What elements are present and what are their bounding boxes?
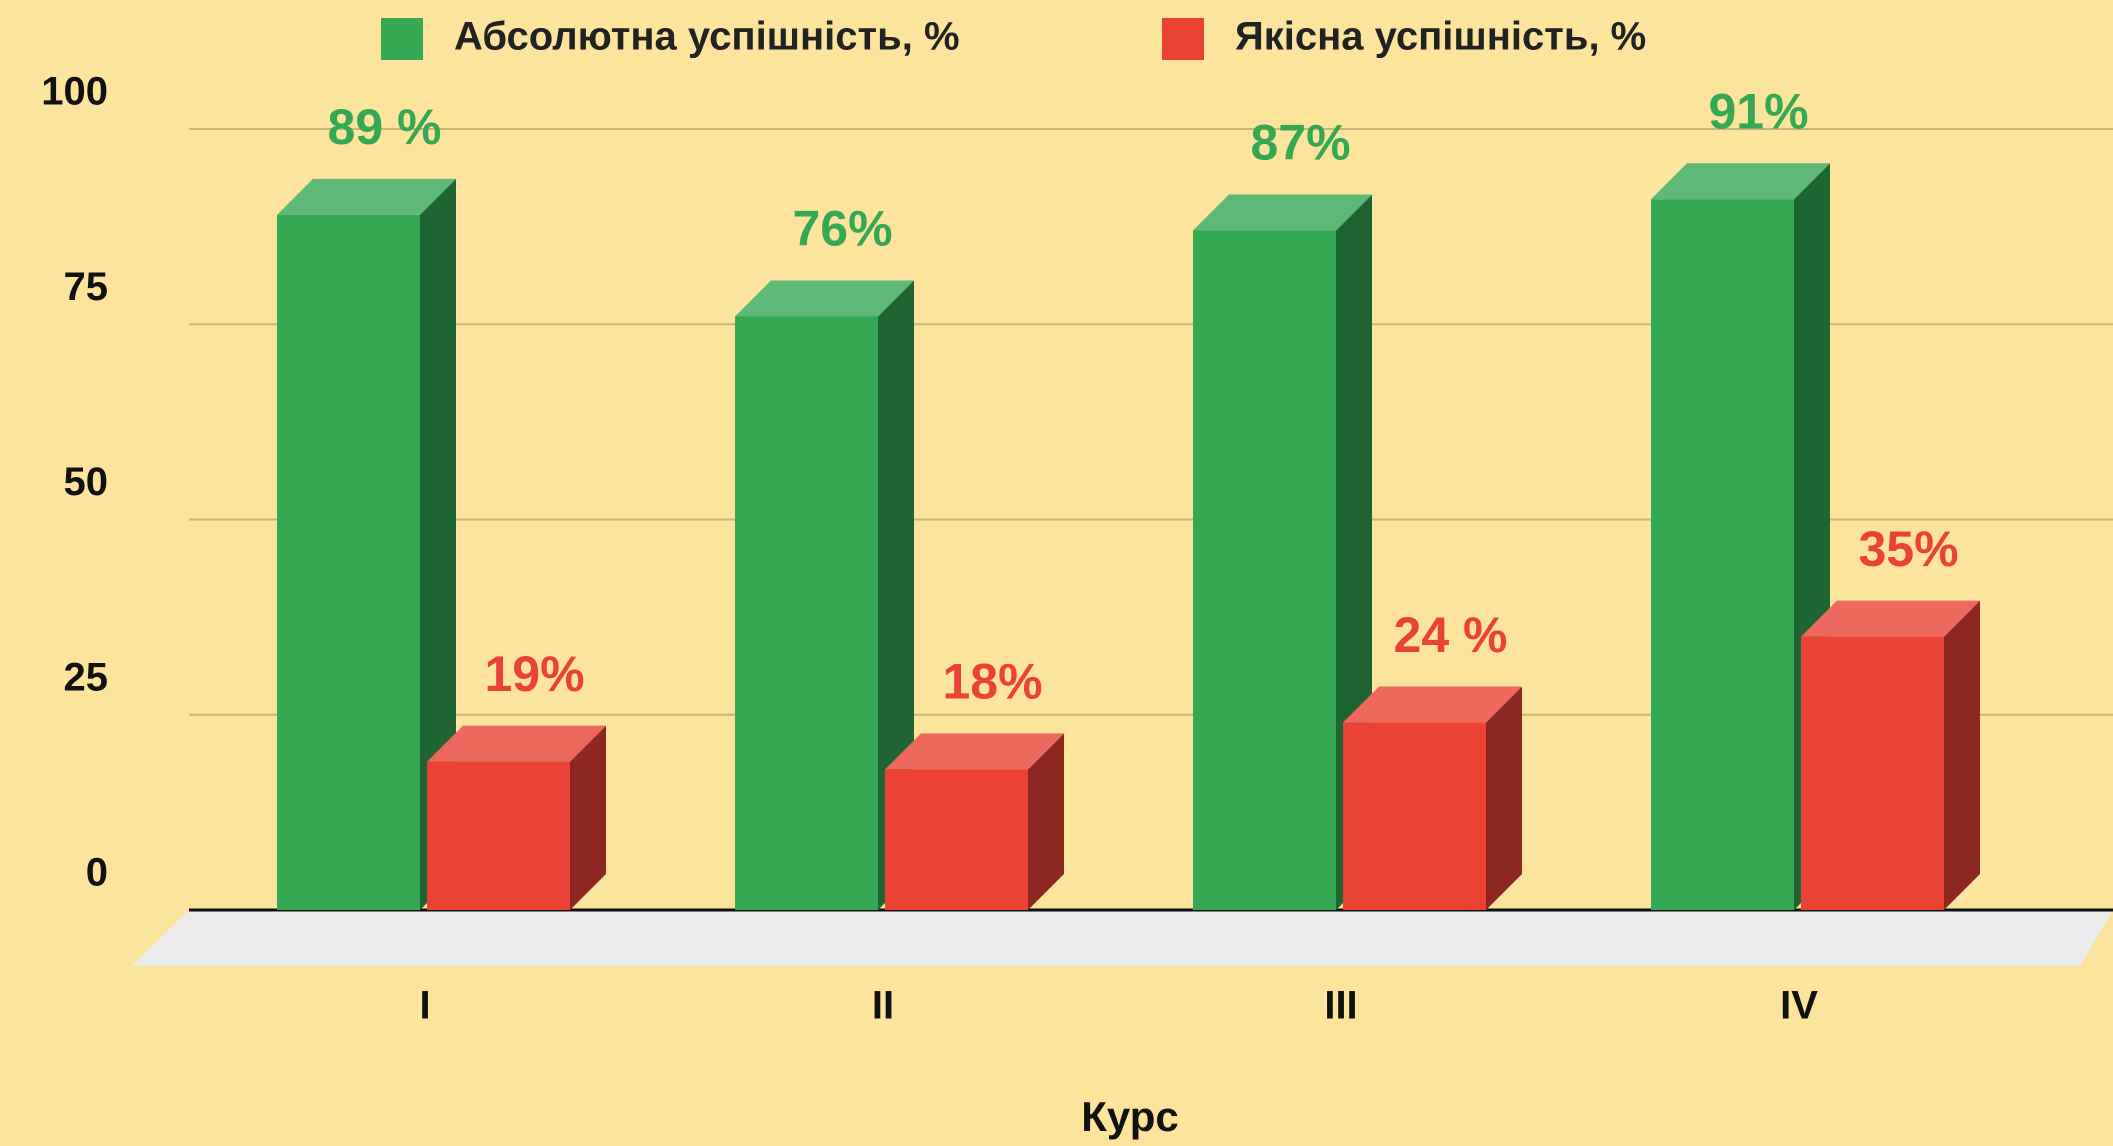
bar-top: [735, 280, 914, 317]
x-tick-label: II: [872, 984, 894, 1028]
legend-swatch: [1162, 18, 1204, 60]
x-axis-title: Курс: [1081, 1093, 1178, 1140]
bar-side: [1486, 686, 1522, 910]
bar: [735, 316, 878, 910]
data-label: 24 %: [1394, 607, 1508, 663]
x-tick-label: IV: [1780, 984, 1818, 1028]
data-label: 89 %: [328, 99, 442, 155]
bar: [1651, 199, 1794, 911]
data-label: 19%: [484, 646, 584, 702]
x-tick-label: III: [1324, 984, 1357, 1028]
y-tick-label: 25: [64, 655, 109, 699]
bar-top: [885, 733, 1064, 770]
data-label: 76%: [792, 201, 892, 257]
bar-top: [1801, 600, 1980, 637]
legend-label: Абсолютна успішність, %: [454, 15, 960, 59]
legend-label: Якісна успішність, %: [1235, 15, 1646, 59]
y-tick-label: 100: [41, 70, 108, 114]
x-tick-label: I: [419, 984, 430, 1028]
data-label: 91%: [1708, 83, 1808, 139]
bar-side: [1028, 733, 1064, 910]
data-label: 18%: [942, 654, 1042, 710]
bar: [1193, 230, 1336, 910]
bar: [277, 214, 420, 910]
bar-side: [1944, 600, 1980, 910]
bar-top: [427, 725, 606, 762]
bar-side: [570, 725, 606, 910]
bar-top: [1193, 194, 1372, 231]
bar-top: [1651, 163, 1830, 200]
y-tick-label: 0: [86, 851, 108, 895]
y-tick-label: 75: [64, 265, 109, 309]
data-label: 35%: [1858, 521, 1958, 577]
bar: [427, 761, 570, 910]
legend-swatch: [381, 18, 423, 60]
floor: [132, 910, 2113, 966]
data-label: 87%: [1250, 115, 1350, 171]
y-tick-label: 50: [64, 460, 109, 504]
bar-side: [420, 178, 456, 910]
bar-top: [1343, 686, 1522, 723]
bar: [1343, 722, 1486, 910]
bar: [1801, 636, 1944, 910]
bar: [885, 769, 1028, 910]
bar-top: [277, 178, 456, 215]
